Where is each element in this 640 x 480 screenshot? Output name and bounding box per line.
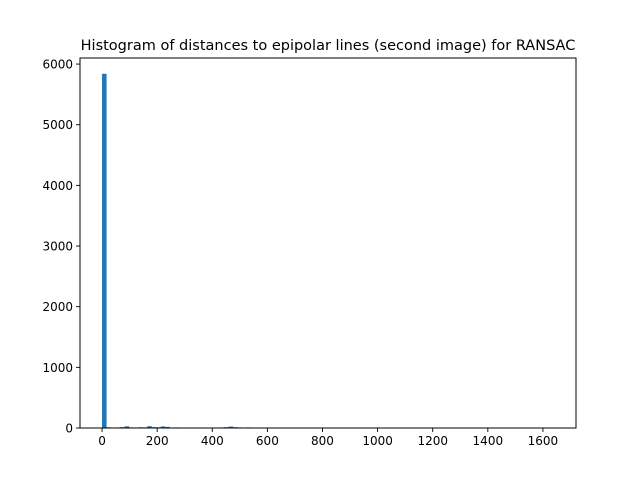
x-axis-ticks: 0 200 400 600 800 1000 1200 1400 1600 bbox=[98, 428, 558, 448]
x-tick-label: 200 bbox=[146, 434, 169, 448]
x-tick-label: 800 bbox=[311, 434, 334, 448]
plot-frame bbox=[79, 57, 577, 429]
histogram-bar bbox=[102, 73, 107, 428]
histogram-bar bbox=[147, 426, 152, 428]
histogram-bar bbox=[165, 426, 170, 428]
x-tick-label: 600 bbox=[256, 434, 279, 448]
chart-title: Histogram of distances to epipolar lines… bbox=[81, 38, 576, 54]
histogram-bar bbox=[160, 426, 166, 428]
y-tick-label: 5000 bbox=[42, 118, 73, 132]
y-tick-label: 1000 bbox=[42, 361, 73, 375]
y-tick-label: 4000 bbox=[42, 179, 73, 193]
y-tick-label: 2000 bbox=[42, 300, 73, 314]
histogram-bar bbox=[228, 426, 234, 428]
x-tick-label: 1000 bbox=[362, 434, 393, 448]
y-tick-label: 3000 bbox=[42, 240, 73, 254]
histogram-bar bbox=[124, 426, 130, 428]
x-tick-label: 1400 bbox=[473, 434, 504, 448]
y-tick-label: 6000 bbox=[42, 58, 73, 72]
x-tick-label: 1600 bbox=[528, 434, 559, 448]
x-tick-label: 400 bbox=[201, 434, 224, 448]
x-tick-label: 0 bbox=[98, 434, 106, 448]
y-axis-ticks: 0 1000 2000 3000 4000 5000 6000 bbox=[42, 58, 80, 436]
x-tick-label: 1200 bbox=[417, 434, 448, 448]
y-tick-label: 0 bbox=[65, 422, 73, 436]
